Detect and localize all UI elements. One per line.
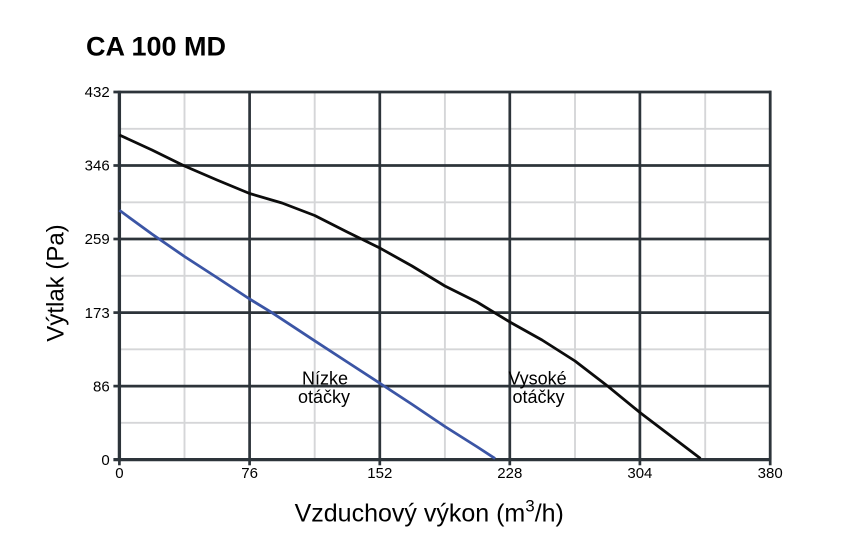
- svg-text:Výtlak (Pa): Výtlak (Pa): [43, 224, 70, 341]
- svg-text:173: 173: [85, 305, 110, 322]
- svg-text:228: 228: [497, 465, 522, 482]
- svg-text:259: 259: [85, 231, 110, 248]
- svg-text:86: 86: [93, 378, 110, 395]
- svg-text:380: 380: [758, 465, 783, 482]
- svg-text:Vzduchový výkon (m3/h): Vzduchový výkon (m3/h): [295, 496, 564, 527]
- svg-text:Nízke: Nízke: [302, 368, 348, 388]
- svg-text:346: 346: [85, 158, 110, 175]
- svg-text:0: 0: [115, 465, 123, 482]
- svg-text:Vysoké: Vysoké: [508, 368, 566, 388]
- svg-text:76: 76: [241, 465, 258, 482]
- svg-text:432: 432: [85, 84, 110, 101]
- svg-text:otáčky: otáčky: [298, 387, 350, 407]
- svg-text:otáčky: otáčky: [512, 387, 564, 407]
- svg-text:CA 100 MD: CA 100 MD: [86, 31, 226, 61]
- svg-text:304: 304: [627, 465, 652, 482]
- svg-text:152: 152: [367, 465, 392, 482]
- svg-text:0: 0: [101, 452, 109, 469]
